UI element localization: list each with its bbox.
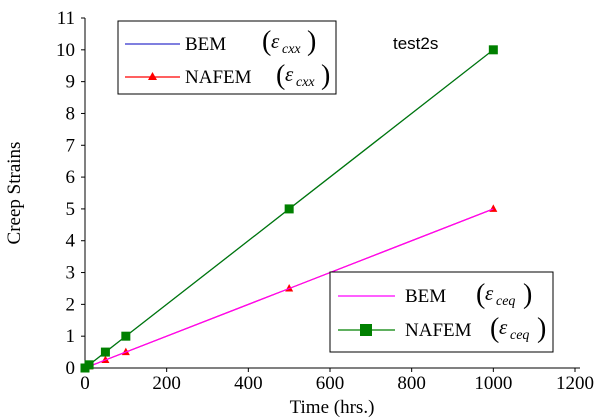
legend-bem-cxx-paren-open: ( (262, 26, 271, 57)
legend-bem-ceq-paren-open: ( (476, 279, 485, 310)
legend-nafem-ceq-epsilon: ε (499, 315, 508, 339)
legend-nafem-ceq-marker (360, 324, 372, 336)
legend-bem-ceq-epsilon: ε (485, 281, 494, 305)
legend-top-box (117, 20, 337, 95)
x-tick-label: 1000 (474, 373, 512, 394)
y-tick-label: 7 (66, 135, 76, 156)
x-tick-label: 200 (152, 373, 181, 394)
x-tick-label: 600 (316, 373, 345, 394)
legend-nafem-cxx-epsilon: ε (285, 62, 294, 86)
y-tick-label: 1 (66, 326, 76, 347)
data-point-square (84, 360, 94, 370)
y-tick-label: 6 (66, 167, 76, 188)
legend-nafem-ceq-paren-close: ) (537, 313, 546, 344)
legend-bem-ceq-label: BEM (405, 286, 446, 307)
x-tick-label: 400 (234, 373, 263, 394)
data-point-square (284, 204, 294, 214)
legend-nafem-ceq-label: NAFEM (405, 320, 472, 341)
legend-bem-cxx-subscript: cxx (282, 42, 301, 57)
y-tick-label: 3 (66, 263, 76, 284)
legend-bem-cxx-epsilon: ε (271, 29, 280, 53)
y-tick-label: 2 (66, 294, 76, 315)
y-tick-label: 11 (57, 8, 75, 29)
y-tick-label: 4 (66, 231, 76, 252)
data-point-square (121, 331, 131, 341)
x-tick-group: 0 200 400 600 800 1000 1200 (80, 368, 594, 394)
legend-nafem-ceq-subscript: ceq (510, 328, 529, 343)
y-tick-label: 10 (56, 40, 75, 61)
legend-nafem-ceq-paren-open: ( (490, 313, 499, 344)
legend-nafem-cxx-paren-open: ( (276, 60, 285, 91)
legend-nafem-cxx-label: NAFEM (185, 67, 252, 88)
y-tick-label: 9 (66, 72, 76, 93)
y-tick-label: 5 (66, 199, 76, 220)
y-tick-label: 0 (66, 358, 76, 379)
y-axis-title: Creep Strains (4, 142, 25, 245)
data-point-square (488, 45, 498, 55)
x-tick-label: 800 (397, 373, 426, 394)
series-layer (80, 45, 498, 373)
legend-bem-cxx-label: BEM (185, 34, 226, 55)
y-tick-group: 0 1 2 3 4 5 6 7 8 9 10 11 (56, 8, 85, 379)
legend-bem-cxx-paren-close: ) (307, 26, 316, 57)
legend-top: BEM ( ε cxx ) NAFEM ( ε cxx ) (117, 20, 337, 95)
legend-nafem-cxx-marker (148, 72, 157, 80)
legend-bottom-box (329, 271, 554, 353)
legend-bem-ceq-paren-close: ) (523, 279, 532, 310)
chart-annotation: test2s (393, 34, 438, 53)
legend-bottom: BEM ( ε ceq ) NAFEM ( ε ceq ) (329, 271, 554, 353)
y-tick-label: 8 (66, 103, 76, 124)
x-tick-label: 0 (80, 373, 90, 394)
legend-nafem-cxx-paren-close: ) (321, 60, 330, 91)
legend-nafem-cxx-subscript: cxx (296, 75, 315, 90)
x-tick-label: 1200 (556, 373, 594, 394)
legend-bem-ceq-subscript: ceq (496, 294, 515, 309)
data-point-square (100, 347, 110, 357)
x-axis-title: Time (hrs.) (290, 397, 375, 418)
